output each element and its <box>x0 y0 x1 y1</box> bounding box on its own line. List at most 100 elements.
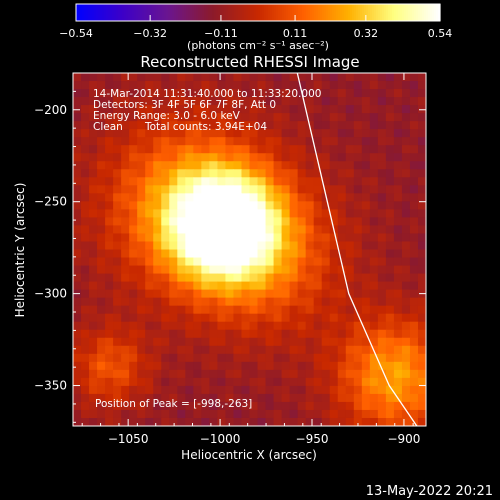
heatmap-pixel <box>97 241 106 250</box>
heatmap-pixel <box>225 321 234 331</box>
heatmap-pixel <box>177 265 186 275</box>
heatmap-pixel <box>89 361 98 371</box>
heatmap-pixel <box>313 97 323 106</box>
heatmap-pixel <box>73 353 82 363</box>
heatmap-pixel <box>409 129 419 138</box>
heatmap-pixel <box>201 361 210 371</box>
heatmap-pixel <box>305 265 315 275</box>
heatmap-pixel <box>161 185 170 194</box>
heatmap-pixel <box>393 265 403 275</box>
heatmap-pixel <box>185 233 194 242</box>
heatmap-pixel <box>377 417 387 427</box>
heatmap-pixel <box>257 329 267 339</box>
colorbar-cell <box>136 4 139 21</box>
heatmap-pixel <box>153 225 162 234</box>
heatmap-pixel <box>161 313 170 323</box>
heatmap-pixel <box>153 193 162 202</box>
heatmap-pixel <box>249 153 259 162</box>
heatmap-pixel <box>249 129 259 138</box>
heatmap-pixel <box>377 209 387 218</box>
heatmap-pixel <box>417 73 427 82</box>
heatmap-pixel <box>273 145 283 154</box>
heatmap-pixel <box>313 105 323 114</box>
heatmap-pixel <box>201 393 210 403</box>
heatmap-pixel <box>377 73 387 82</box>
heatmap-pixel <box>89 209 98 218</box>
heatmap-pixel <box>353 289 363 299</box>
heatmap-pixel <box>249 105 259 114</box>
heatmap-pixel <box>177 241 186 250</box>
heatmap-pixel <box>393 169 403 178</box>
heatmap-pixel <box>177 113 186 122</box>
heatmap-pixel <box>353 121 363 130</box>
colorbar-cell <box>390 4 393 21</box>
heatmap-pixel <box>369 249 379 259</box>
heatmap-pixel <box>209 305 218 315</box>
heatmap-pixel <box>97 193 106 202</box>
heatmap-pixel <box>137 345 146 355</box>
heatmap-pixel <box>281 369 291 379</box>
heatmap-pixel <box>297 153 307 162</box>
heatmap-pixel <box>257 161 267 170</box>
heatmap-pixel <box>129 329 138 339</box>
heatmap-pixel <box>153 257 162 267</box>
heatmap-pixel <box>161 225 170 234</box>
heatmap-pixel <box>209 137 218 146</box>
heatmap-pixel <box>353 321 363 331</box>
heatmap-pixel <box>249 201 259 210</box>
heatmap-pixel <box>401 313 411 323</box>
heatmap-pixel <box>249 345 259 355</box>
heatmap-pixel <box>321 81 331 90</box>
colorbar-cell <box>192 4 195 21</box>
heatmap-pixel <box>393 201 403 210</box>
heatmap-pixel <box>241 401 250 411</box>
heatmap-pixel <box>121 201 130 210</box>
heatmap-pixel <box>273 169 283 178</box>
heatmap-pixel <box>353 217 363 226</box>
heatmap-pixel <box>329 89 339 98</box>
heatmap-pixel <box>177 121 186 130</box>
heatmap-pixel <box>257 353 267 363</box>
heatmap-pixel <box>393 329 403 339</box>
heatmap-pixel <box>273 265 283 275</box>
heatmap-pixel <box>73 401 82 411</box>
heatmap-pixel <box>169 249 178 259</box>
heatmap-pixel <box>121 121 130 130</box>
heatmap-pixel <box>73 137 82 146</box>
heatmap-pixel <box>385 281 395 291</box>
heatmap-pixel <box>169 225 178 234</box>
heatmap-pixel <box>105 113 114 122</box>
colorbar-cell <box>230 4 233 21</box>
heatmap-pixel <box>313 313 323 323</box>
heatmap-pixel <box>193 393 202 403</box>
heatmap-pixel <box>321 289 331 299</box>
colorbar-cell <box>190 4 193 21</box>
heatmap-pixel <box>249 177 259 186</box>
heatmap-pixel <box>265 241 275 250</box>
colorbar-cell <box>270 4 273 21</box>
heatmap-pixel <box>329 241 339 250</box>
heatmap-pixel <box>177 257 186 267</box>
heatmap-pixel <box>273 297 283 307</box>
heatmap-pixel <box>201 209 210 218</box>
heatmap-pixel <box>113 417 122 427</box>
heatmap-pixel <box>321 145 331 154</box>
heatmap-pixel <box>385 177 395 186</box>
heatmap-pixel <box>313 329 323 339</box>
heatmap-pixel <box>401 385 411 395</box>
heatmap-pixel <box>153 233 162 242</box>
heatmap-pixel <box>145 361 154 371</box>
heatmap-pixel <box>369 313 379 323</box>
colorbar: −0.54 −0.32 −0.11 0.11 0.32 0.54 (photons cm⁻… <box>59 3 452 52</box>
heatmap-pixel <box>273 409 283 419</box>
heatmap-pixel <box>241 265 250 275</box>
heatmap-pixel <box>97 177 106 186</box>
heatmap-pixel <box>129 321 138 331</box>
colorbar-cell <box>412 4 415 21</box>
heatmap-pixel <box>353 89 363 98</box>
heatmap-pixel <box>345 129 355 138</box>
heatmap-pixel <box>353 81 363 90</box>
heatmap-pixel <box>313 241 323 250</box>
heatmap-pixel <box>337 225 347 234</box>
heatmap-pixel <box>169 257 178 267</box>
